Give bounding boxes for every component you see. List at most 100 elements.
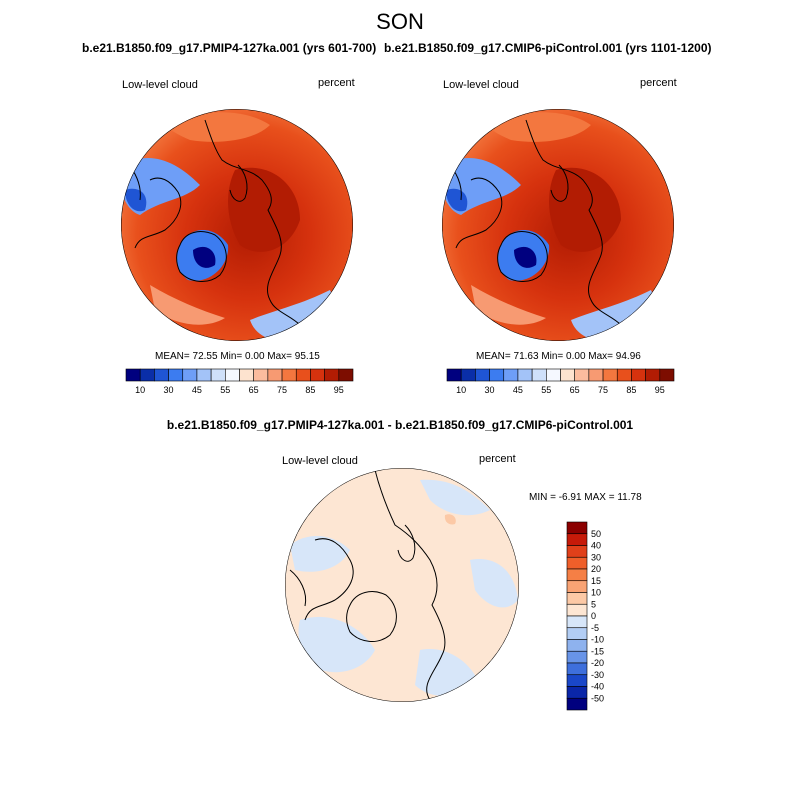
- panel1-colorbar-tick-label: 55: [220, 385, 230, 395]
- panel2-colorbar: 10 30 45 55 65 75 85 95: [446, 368, 675, 395]
- diff-colorbar-swatch-15: [566, 697, 588, 711]
- panel1-colorbar-swatch-15: [338, 368, 354, 382]
- diff-colorbar-tick-label: 30: [591, 552, 601, 562]
- panel2-colorbar-swatch-15: [659, 368, 675, 382]
- season-title: SON: [376, 9, 424, 34]
- panel1-colorbar-swatch-4: [182, 368, 198, 382]
- panel1-north-band: [165, 112, 270, 142]
- panel1-colorbar-tick-label: 65: [249, 385, 259, 395]
- diff-colorbar-swatch-3: [566, 556, 588, 570]
- diff-negative-region-3: [420, 479, 490, 516]
- panel1-map: [121, 109, 353, 341]
- panel1-low-cloud-core: [125, 188, 147, 212]
- panel2-title: b.e21.B1850.f09_g17.CMIP6-piControl.001 …: [384, 41, 712, 55]
- panel2-units-label: percent: [640, 77, 677, 89]
- diff-map: [285, 468, 519, 702]
- diff-colorbar-tick-label: 5: [591, 599, 596, 609]
- diff-colorbar-swatch-1: [566, 533, 588, 546]
- panel2-low-cloud-core: [446, 188, 468, 212]
- panel2-colorbar-swatch-1: [460, 368, 476, 382]
- panel2-north-band: [486, 112, 591, 142]
- panel1-title: b.e21.B1850.f09_g17.PMIP4-127ka.001 (yrs…: [82, 41, 377, 55]
- panel2-colorbar-swatch-7: [546, 368, 561, 382]
- diff-colorbar-swatch-2: [566, 545, 588, 558]
- panel2-colorbar-swatch-4: [503, 368, 519, 382]
- panel2-colorbar-swatch-0: [446, 368, 462, 382]
- panel1-colorbar-swatch-8: [239, 368, 254, 382]
- panel2-southwest-band: [471, 285, 546, 325]
- diff-colorbar-tick-label: -20: [591, 658, 604, 668]
- diff-colorbar-tick-label: -50: [591, 693, 604, 703]
- diff-colorbar-swatch-4: [566, 568, 588, 582]
- panel2-variable-label: Low-level cloud: [443, 79, 519, 91]
- panel1-colorbar-tick-label: 85: [305, 385, 315, 395]
- panel2-map: [442, 109, 674, 341]
- diff-negative-region-2: [298, 616, 375, 673]
- panel1-colorbar-swatch-6: [210, 368, 226, 382]
- diff-positive-spot: [444, 514, 456, 525]
- panel2-colorbar-swatch-11: [602, 368, 618, 382]
- panel1-colorbar-swatch-10: [267, 368, 283, 382]
- panel1-colorbar-tick-label: 30: [164, 385, 174, 395]
- panel2-stats: MEAN= 71.63 Min= 0.00 Max= 94.96: [476, 351, 641, 362]
- panel1-colorbar-swatch-2: [154, 368, 169, 382]
- diff-colorbar-swatch-14: [566, 686, 588, 699]
- panel2-colorbar-swatch-12: [616, 368, 632, 382]
- panel2-colorbar-tick-label: 85: [626, 385, 636, 395]
- diff-colorbar-swatch-0: [566, 521, 588, 535]
- diff-colorbar-swatch-8: [566, 615, 588, 629]
- diff-colorbar-swatch-7: [566, 603, 588, 617]
- panel1-colorbar-swatch-14: [324, 368, 340, 382]
- diff-colorbar-tick-label: 50: [591, 529, 601, 539]
- diff-colorbar-swatch-11: [566, 650, 588, 664]
- diff-colorbar-tick-label: -15: [591, 646, 604, 656]
- panel2-colorbar-tick-label: 65: [570, 385, 580, 395]
- diff-colorbar-swatch-6: [566, 592, 588, 605]
- panel2-colorbar-swatch-14: [645, 368, 661, 382]
- diff-colorbar-tick-label: -30: [591, 670, 604, 680]
- panel2-colorbar-tick-label: 95: [655, 385, 665, 395]
- panel2-greenland-core: [514, 246, 537, 268]
- panel1-colorbar-swatch-1: [139, 368, 155, 382]
- panel2-colorbar-tick-label: 10: [456, 385, 466, 395]
- diff-colorbar-tick-label: -40: [591, 682, 604, 692]
- panel1-colorbar-swatch-13: [310, 368, 325, 382]
- panel1-southwest-band: [150, 285, 225, 325]
- diff-negative-region-1: [290, 535, 350, 572]
- panel1-colorbar-tick-label: 95: [334, 385, 344, 395]
- diff-stats: MIN = -6.91 MAX = 11.78: [529, 492, 642, 503]
- diff-colorbar-tick-label: 10: [591, 588, 601, 598]
- panel1-coastlines: [124, 119, 301, 326]
- panel1-colorbar-swatch-9: [253, 368, 269, 382]
- diff-negative-region-4: [470, 559, 518, 608]
- panel1-colorbar-swatch-11: [281, 368, 297, 382]
- diff-colorbar-tick-label: -10: [591, 635, 604, 645]
- panel2-colorbar-tick-label: 30: [485, 385, 495, 395]
- diff-coastlines: [289, 469, 446, 701]
- panel1-colorbar-swatch-0: [125, 368, 141, 382]
- panel2-colorbar-swatch-2: [475, 368, 490, 382]
- panel2-colorbar-swatch-5: [517, 368, 533, 382]
- panel1-central-high: [228, 167, 300, 252]
- panel1-colorbar-swatch-5: [196, 368, 212, 382]
- diff-colorbar-swatch-12: [566, 662, 588, 676]
- panel2-central-high: [549, 167, 621, 252]
- diff-colorbar-tick-label: 15: [591, 576, 601, 586]
- panel1-variable-label: Low-level cloud: [122, 79, 198, 91]
- panel2-colorbar-swatch-3: [489, 368, 505, 382]
- panel2-colorbar-swatch-13: [631, 368, 646, 382]
- panel1-units-label: percent: [318, 77, 355, 89]
- panel1-colorbar: 10 30 45 55 65 75 85 95: [125, 368, 354, 395]
- diff-colorbar-swatch-13: [566, 674, 588, 687]
- panel1-stats: MEAN= 72.55 Min= 0.00 Max= 95.15: [155, 351, 320, 362]
- panel1-colorbar-swatch-7: [225, 368, 240, 382]
- panel2-colorbar-tick-label: 55: [541, 385, 551, 395]
- diff-colorbar-tick-label: 40: [591, 541, 601, 551]
- diff-units-label: percent: [479, 453, 516, 465]
- panel2-colorbar-tick-label: 45: [513, 385, 523, 395]
- panel1-greenland-core: [193, 246, 216, 268]
- panel2-colorbar-swatch-8: [560, 368, 575, 382]
- diff-colorbar-swatch-9: [566, 627, 588, 640]
